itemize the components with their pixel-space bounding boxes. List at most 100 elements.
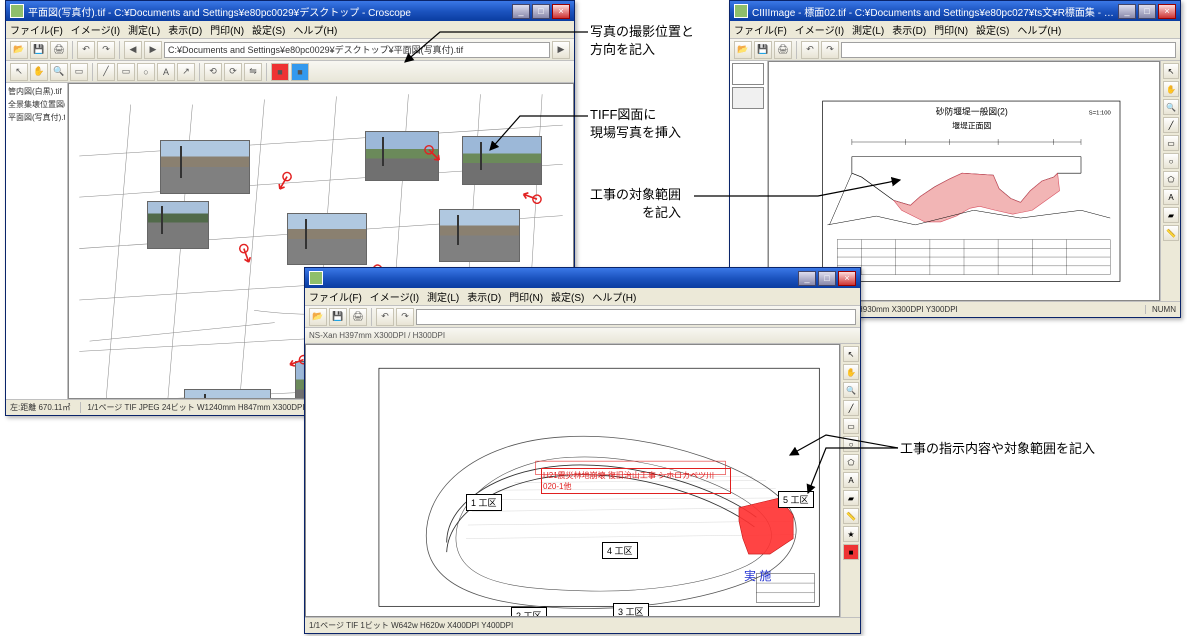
zoom-icon[interactable]: 🔍 (843, 382, 859, 398)
menu-view[interactable]: 表示(D) (467, 289, 501, 304)
circle-tool-icon[interactable]: ○ (137, 63, 155, 81)
measure-icon[interactable]: 📏 (843, 508, 859, 524)
redo-icon[interactable]: ↷ (396, 308, 414, 326)
tree-item[interactable]: 平面図(写真付).tif (8, 111, 65, 124)
photo-thumb[interactable] (439, 209, 519, 261)
photo-thumb[interactable] (365, 131, 439, 181)
print-icon[interactable]: 🖨 (50, 41, 68, 59)
file-tree[interactable]: 管内図(白黒).tif 全景集壊位置図(カラー).tif 平面図(写真付).ti… (6, 83, 68, 399)
line-tool-icon[interactable]: ╱ (843, 400, 859, 416)
menu-measure[interactable]: 測定(L) (852, 22, 884, 37)
menu-settings[interactable]: 設定(S) (976, 22, 1009, 37)
stamp-icon[interactable]: ★ (843, 526, 859, 542)
open-icon[interactable]: 📂 (309, 308, 327, 326)
photo-thumb[interactable] (287, 213, 367, 265)
pointer-icon[interactable]: ↖ (843, 346, 859, 362)
maximize-button[interactable]: □ (1138, 4, 1156, 19)
rect-tool-icon[interactable]: ▭ (1163, 135, 1179, 151)
measure-icon[interactable]: 📏 (1163, 225, 1179, 241)
titlebar[interactable]: _ □ × (305, 268, 860, 288)
minimize-button[interactable]: _ (1118, 4, 1136, 19)
menu-file[interactable]: ファイル(F) (10, 22, 63, 37)
menu-measure[interactable]: 測定(L) (427, 289, 459, 304)
menu-file[interactable]: ファイル(F) (734, 22, 787, 37)
titlebar[interactable]: 平面図(写真付).tif - C:¥Documents and Settings… (6, 1, 574, 21)
line-tool-icon[interactable]: ╱ (1163, 117, 1179, 133)
thumb-icon[interactable] (732, 87, 764, 109)
pointer-icon[interactable]: ↖ (1163, 63, 1179, 79)
photo-thumb[interactable] (184, 389, 270, 399)
poly-tool-icon[interactable]: ⬠ (1163, 171, 1179, 187)
back-icon[interactable]: ◀ (124, 41, 142, 59)
photo-thumb[interactable] (462, 136, 542, 185)
flip-icon[interactable]: ⇋ (244, 63, 262, 81)
rect-tool-icon[interactable]: ▭ (117, 63, 135, 81)
plan-canvas[interactable]: 1 工区 2 工区 3 工区 4 工区 5 工区 H21震災林地崩壊 復旧治山工… (305, 344, 840, 617)
fill-tool-icon[interactable]: ▰ (1163, 207, 1179, 223)
undo-icon[interactable]: ↶ (376, 308, 394, 326)
color-icon[interactable]: ■ (843, 544, 859, 560)
color2-icon[interactable]: ■ (291, 63, 309, 81)
undo-icon[interactable]: ↶ (801, 41, 819, 59)
circle-tool-icon[interactable]: ○ (843, 436, 859, 452)
menu-image[interactable]: イメージ(I) (795, 22, 844, 37)
close-button[interactable]: × (838, 271, 856, 286)
poly-tool-icon[interactable]: ⬠ (843, 454, 859, 470)
tree-item[interactable]: 全景集壊位置図(カラー).tif (8, 98, 65, 111)
fill-tool-icon[interactable]: ▰ (843, 490, 859, 506)
titlebar[interactable]: CIIIImage - 標面02.tif - C:¥Documents and … (730, 1, 1180, 21)
menu-settings[interactable]: 設定(S) (252, 22, 285, 37)
line-tool-icon[interactable]: ╱ (97, 63, 115, 81)
menu-help[interactable]: ヘルプ(H) (293, 22, 337, 37)
maximize-button[interactable]: □ (532, 4, 550, 19)
save-icon[interactable]: 💾 (754, 41, 772, 59)
thumb-icon[interactable] (732, 63, 764, 85)
menu-file[interactable]: ファイル(F) (309, 289, 362, 304)
rect-tool-icon[interactable]: ▭ (843, 418, 859, 434)
menu-image[interactable]: イメージ(I) (370, 289, 419, 304)
photo-thumb[interactable] (147, 201, 209, 250)
menu-stamp[interactable]: 門印(N) (210, 22, 244, 37)
pointer-icon[interactable]: ↖ (10, 63, 28, 81)
menu-stamp[interactable]: 門印(N) (934, 22, 968, 37)
rot-l-icon[interactable]: ⟲ (204, 63, 222, 81)
section-canvas[interactable]: 砂防堰堤一般図(2) S=1:100 堰堤正面図 (768, 61, 1160, 301)
hand-icon[interactable]: ✋ (30, 63, 48, 81)
close-button[interactable]: × (552, 4, 570, 19)
undo-icon[interactable]: ↶ (77, 41, 95, 59)
save-icon[interactable]: 💾 (329, 308, 347, 326)
save-icon[interactable]: 💾 (30, 41, 48, 59)
circle-tool-icon[interactable]: ○ (1163, 153, 1179, 169)
rot-r-icon[interactable]: ⟳ (224, 63, 242, 81)
hand-icon[interactable]: ✋ (1163, 81, 1179, 97)
menu-settings[interactable]: 設定(S) (551, 289, 584, 304)
print-icon[interactable]: 🖨 (774, 41, 792, 59)
close-button[interactable]: × (1158, 4, 1176, 19)
menu-stamp[interactable]: 門印(N) (509, 289, 543, 304)
menu-image[interactable]: イメージ(I) (71, 22, 120, 37)
address-field[interactable]: C:¥Documents and Settings¥e80pc0029¥デスクト… (164, 42, 550, 58)
maximize-button[interactable]: □ (818, 271, 836, 286)
text-tool-icon[interactable]: A (1163, 189, 1179, 205)
arrow-tool-icon[interactable]: ↗ (177, 63, 195, 81)
menu-help[interactable]: ヘルプ(H) (1017, 22, 1061, 37)
text-tool-icon[interactable]: A (843, 472, 859, 488)
text-tool-icon[interactable]: A (157, 63, 175, 81)
minimize-button[interactable]: _ (798, 271, 816, 286)
open-icon[interactable]: 📂 (10, 41, 28, 59)
fwd-icon[interactable]: ▶ (144, 41, 162, 59)
thumb-panel[interactable] (730, 61, 768, 301)
hand-icon[interactable]: ✋ (843, 364, 859, 380)
minimize-button[interactable]: _ (512, 4, 530, 19)
menu-help[interactable]: ヘルプ(H) (592, 289, 636, 304)
print-icon[interactable]: 🖨 (349, 308, 367, 326)
go-icon[interactable]: ▶ (552, 41, 570, 59)
redo-icon[interactable]: ↷ (821, 41, 839, 59)
photo-thumb[interactable] (160, 140, 251, 194)
zoom-icon[interactable]: 🔍 (1163, 99, 1179, 115)
redo-icon[interactable]: ↷ (97, 41, 115, 59)
menu-measure[interactable]: 測定(L) (128, 22, 160, 37)
color-icon[interactable]: ■ (271, 63, 289, 81)
open-icon[interactable]: 📂 (734, 41, 752, 59)
address-field[interactable] (416, 309, 856, 325)
